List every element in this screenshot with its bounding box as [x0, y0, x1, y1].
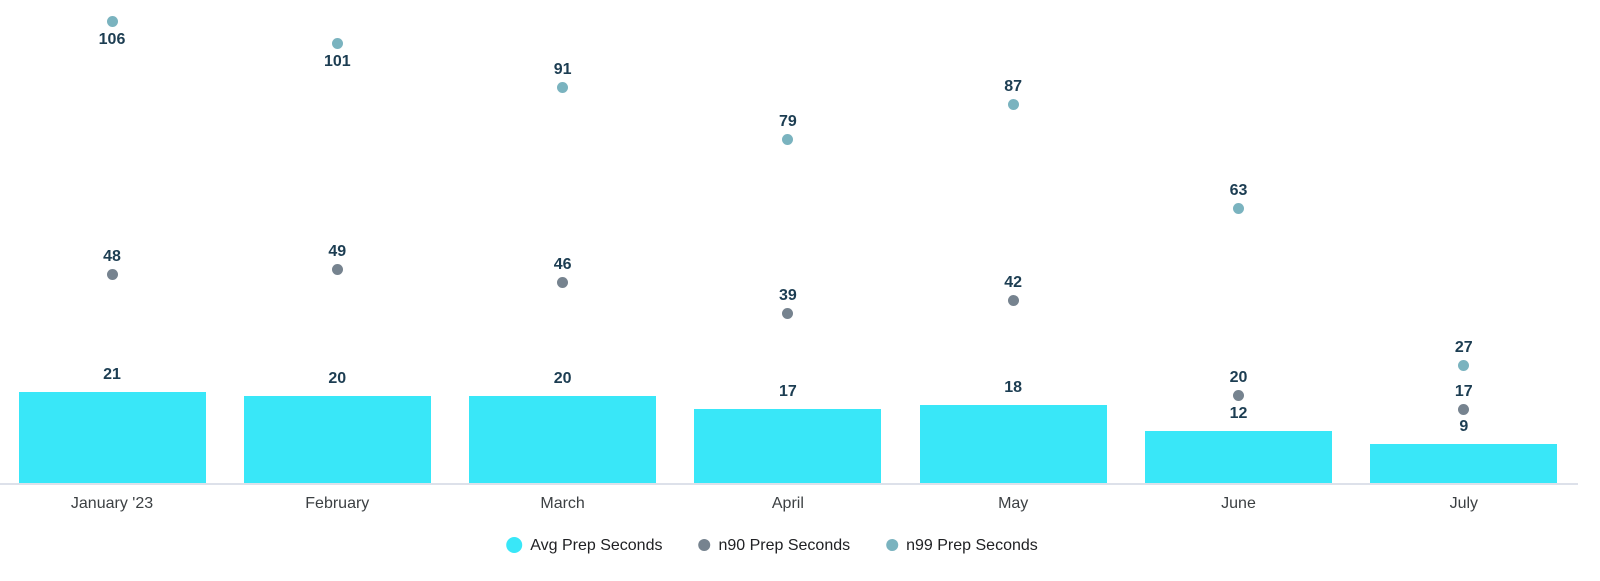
- n99-prep-seconds-dot-march[interactable]: [557, 81, 569, 93]
- value-label: 91: [553, 60, 572, 78]
- value-label: 42: [1004, 273, 1023, 291]
- n99-prep-seconds-dot-july[interactable]: [1458, 360, 1470, 371]
- n99-prep-seconds-dot-february[interactable]: [331, 38, 343, 49]
- x-tick-label-june: June: [1221, 495, 1256, 512]
- legend-label: n99 Prep Seconds: [906, 536, 1038, 554]
- value-label: 9: [1459, 417, 1469, 435]
- value-label: 48: [103, 247, 121, 265]
- value-label: 18: [1004, 378, 1023, 396]
- value-label: 46: [553, 256, 572, 274]
- n90-prep-seconds-dot-june[interactable]: [1233, 390, 1244, 402]
- n90-prep-seconds-dot-april[interactable]: [782, 307, 794, 319]
- value-label: 39: [778, 286, 797, 304]
- x-tick-label-may: May: [998, 495, 1029, 512]
- bar-june[interactable]: [1145, 430, 1332, 483]
- n99-prep-seconds-dot-april[interactable]: [782, 133, 794, 145]
- n90-prep-seconds-dot-july[interactable]: [1458, 403, 1470, 415]
- x-tick-label-february: February: [305, 495, 370, 512]
- x-axis-line: [0, 483, 1578, 485]
- value-label: 106: [98, 31, 126, 49]
- x-tick-label-july: July: [1449, 495, 1479, 512]
- legend-swatch-icon: [506, 537, 523, 553]
- n99-prep-seconds-dot-may[interactable]: [1007, 98, 1019, 110]
- value-label: 20: [1229, 369, 1248, 387]
- x-tick-label-march: March: [540, 495, 585, 512]
- x-tick-label-april: April: [771, 495, 804, 512]
- value-label: 101: [323, 53, 351, 70]
- legend-label: Avg Prep Seconds: [530, 536, 663, 554]
- n90-prep-seconds-dot-february[interactable]: [331, 264, 343, 276]
- legend: Avg Prep Seconds n90 Prep Seconds n99 Prep…: [506, 535, 1038, 555]
- n90-prep-seconds-dot-january-23[interactable]: [106, 268, 118, 280]
- n99-prep-seconds-dot-january-23[interactable]: [106, 16, 118, 28]
- n90-prep-seconds-dot-may[interactable]: [1007, 294, 1019, 306]
- plot-area: 21 20 20 17 18 12 9 48 49 46 39 42 20 17 106 101 91 79 87 6…: [18, 16, 1558, 483]
- n90-prep-seconds-dot-march[interactable]: [557, 277, 569, 289]
- legend-item-n90-prep-seconds[interactable]: n90 Prep Seconds: [698, 536, 850, 555]
- bar-march[interactable]: [469, 395, 657, 483]
- legend-item-n99-prep-seconds[interactable]: n99 Prep Seconds: [886, 536, 1038, 555]
- legend-swatch-icon: [886, 539, 899, 551]
- bar-july[interactable]: [1370, 443, 1558, 483]
- value-label: 20: [553, 369, 572, 387]
- bar-may[interactable]: [919, 404, 1107, 483]
- legend-label: n90 Prep Seconds: [718, 536, 851, 554]
- value-label: 12: [1229, 404, 1248, 422]
- bar-april[interactable]: [694, 409, 882, 483]
- x-tick-label-january-23: January '23: [70, 495, 154, 512]
- legend-item-avg-prep-seconds[interactable]: Avg Prep Seconds: [506, 536, 662, 555]
- value-label: 21: [103, 365, 121, 383]
- legend-swatch-icon: [698, 539, 711, 551]
- bar-january-23[interactable]: [18, 391, 206, 483]
- value-label: 63: [1229, 182, 1248, 200]
- value-label: 17: [1454, 382, 1473, 400]
- value-label: 49: [328, 243, 347, 261]
- n99-prep-seconds-dot-june[interactable]: [1233, 203, 1244, 215]
- value-label: 79: [778, 112, 797, 130]
- value-label: 17: [778, 383, 797, 401]
- value-label: 87: [1004, 77, 1023, 95]
- bar-february[interactable]: [243, 395, 431, 483]
- value-label: 27: [1454, 339, 1473, 356]
- value-label: 20: [328, 369, 347, 387]
